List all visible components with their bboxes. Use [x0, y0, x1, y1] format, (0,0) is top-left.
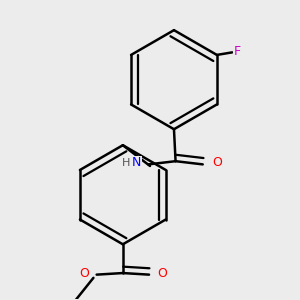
- Text: N: N: [132, 156, 141, 169]
- Text: F: F: [234, 45, 241, 58]
- Text: O: O: [80, 266, 89, 280]
- Text: O: O: [212, 156, 222, 169]
- Text: H: H: [122, 158, 130, 168]
- Text: O: O: [158, 266, 167, 280]
